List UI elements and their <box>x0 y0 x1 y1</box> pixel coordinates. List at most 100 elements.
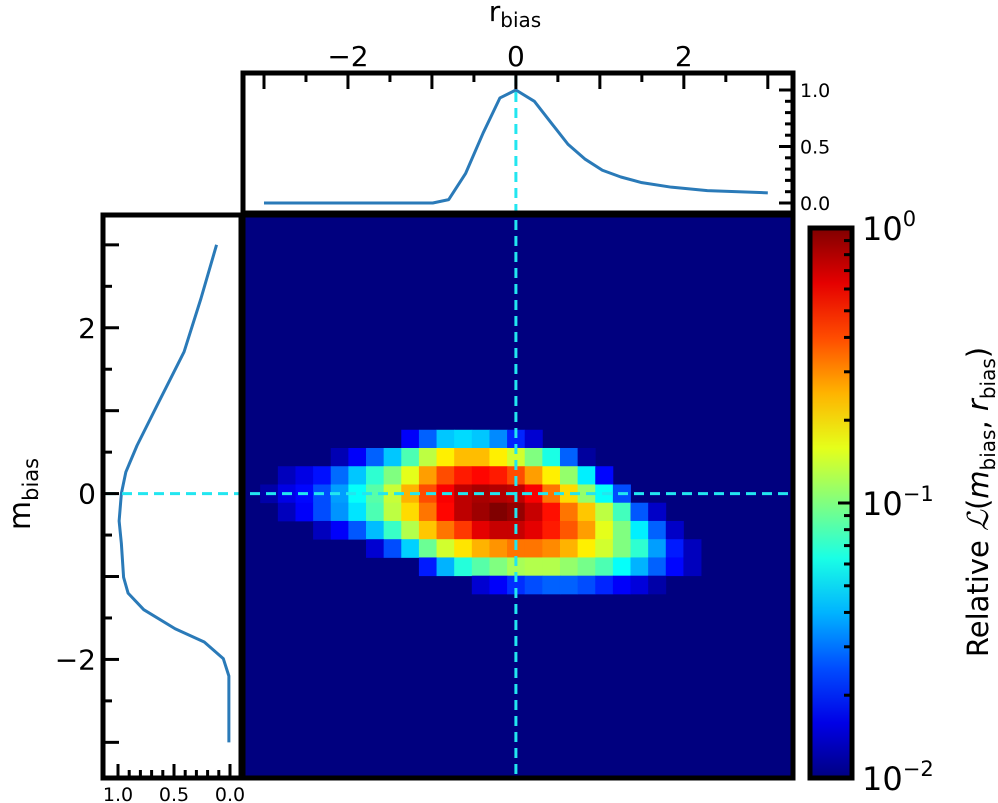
heatmap-cell <box>436 520 455 540</box>
heatmap-cell <box>418 557 437 577</box>
m-tick-label: 2 <box>78 312 96 345</box>
heatmap-cell <box>436 502 455 522</box>
heatmap-cell <box>542 484 561 504</box>
heatmap-cell <box>524 502 543 522</box>
heatmap-cell <box>595 520 614 540</box>
heatmap-cell <box>577 539 596 558</box>
r-marginal-tick-label: 0.0 <box>800 193 830 215</box>
colorbar-tick-exponent: −2 <box>903 757 934 781</box>
heatmap-cell <box>313 466 332 485</box>
heatmap-cell <box>295 466 314 485</box>
r-marginal-curve <box>263 88 768 205</box>
heatmap-cell <box>330 447 349 467</box>
heatmap-cell <box>559 539 579 558</box>
heatmap-cell <box>524 466 543 485</box>
heatmap-cell <box>542 447 561 467</box>
heatmap-cell <box>401 429 420 449</box>
m-marginal-tick-label: 0.5 <box>159 784 189 803</box>
colorbar-tick-label: 100 <box>862 207 916 248</box>
heatmap-cell <box>595 575 614 595</box>
m-marginal-curve <box>117 244 231 743</box>
heatmap-cell <box>401 466 420 485</box>
heatmap-cell <box>524 539 543 558</box>
r-marginal-tick-label: 0.5 <box>800 137 830 159</box>
heatmap-cell <box>612 520 631 540</box>
heatmap-cell <box>366 502 385 522</box>
heatmap-cell <box>507 557 526 577</box>
heatmap-cell <box>418 429 437 449</box>
heatmap-cell <box>559 484 579 504</box>
heatmap-cell <box>524 447 543 467</box>
heatmap-cell <box>454 520 473 540</box>
heatmap-cell <box>348 484 367 504</box>
heatmap-cell <box>348 466 367 485</box>
heatmap-panel <box>243 215 793 778</box>
r-tick-label: −2 <box>327 40 368 73</box>
colorbar-tick-base: 10 <box>862 485 903 523</box>
heatmap-cell <box>595 466 614 485</box>
heatmap-cell <box>366 466 385 485</box>
heatmap-cell <box>559 557 579 577</box>
heatmap-cell <box>630 575 649 595</box>
heatmap-cell <box>665 539 684 558</box>
heatmap-cell <box>436 557 455 577</box>
heatmap-cell <box>383 539 402 558</box>
heatmap-cell <box>471 539 490 558</box>
colorbar-tick-label: 10−2 <box>862 757 934 798</box>
heatmap-cell <box>471 520 490 540</box>
heatmap-cell <box>648 557 667 577</box>
heatmap-cell <box>454 429 473 449</box>
heatmap-cell <box>348 520 367 540</box>
heatmap-cell <box>665 557 684 577</box>
heatmap-cell <box>471 575 490 595</box>
heatmap-frame <box>240 212 796 781</box>
heatmap-cell <box>295 502 314 522</box>
heatmap-cell <box>436 539 455 558</box>
heatmap-cell <box>577 502 596 522</box>
heatmap-cell <box>366 447 385 467</box>
heatmap-cell <box>401 447 420 467</box>
heatmap-cell <box>524 429 543 449</box>
heatmap-cell <box>507 447 526 467</box>
y-axis-label: mbias <box>3 458 43 530</box>
heatmap-cell <box>683 557 702 577</box>
heatmap-cell <box>436 466 455 485</box>
heatmap-cell <box>507 429 526 449</box>
heatmap-cell <box>542 502 561 522</box>
heatmap-cell <box>489 557 508 577</box>
heatmap-cell <box>559 520 579 540</box>
heatmap-cell <box>542 557 561 577</box>
heatmap-cell <box>330 502 349 522</box>
heatmap-cell <box>577 466 596 485</box>
m-marginal-background <box>103 215 241 778</box>
heatmap-cell <box>524 557 543 577</box>
heatmap-cell <box>277 466 296 485</box>
heatmap-cell <box>471 557 490 577</box>
heatmap-cell <box>612 575 631 595</box>
heatmap-cell <box>313 502 332 522</box>
heatmap-cell <box>559 575 579 595</box>
m-marginal-tick-label: 1.0 <box>103 784 133 803</box>
m-marginal-tick-label: 0.0 <box>215 784 245 803</box>
heatmap-cell <box>471 447 490 467</box>
heatmap-cell <box>277 502 296 522</box>
heatmap-cell <box>489 539 508 558</box>
heatmap-cell <box>383 466 402 485</box>
heatmap-cell <box>330 520 349 540</box>
heatmap-cell <box>436 447 455 467</box>
heatmap-cell <box>507 575 526 595</box>
heatmap-cell <box>454 447 473 467</box>
heatmap-cell <box>542 466 561 485</box>
heatmap-cell <box>595 557 614 577</box>
m-tick-label: 0 <box>78 478 96 511</box>
heatmap-cell <box>559 502 579 522</box>
heatmap-cell <box>630 520 649 540</box>
heatmap-cell <box>489 502 508 522</box>
heatmap-cell <box>313 520 332 540</box>
heatmap-cell <box>383 484 402 504</box>
heatmap-cell <box>418 466 437 485</box>
heatmap-cell <box>471 429 490 449</box>
heatmap-cell <box>454 557 473 577</box>
m-tick-label: −2 <box>55 643 96 676</box>
